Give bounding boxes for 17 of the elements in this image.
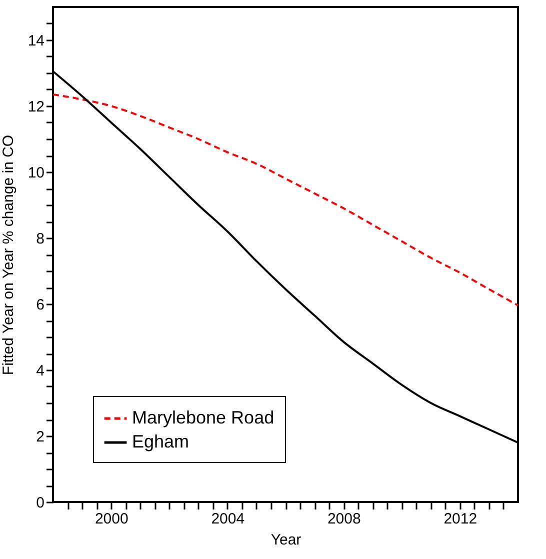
legend-label: Marylebone Road	[132, 408, 274, 428]
x-tick-label: 2008	[327, 510, 361, 528]
x-tick-label: 2000	[94, 510, 128, 528]
y-tick-label: 12	[28, 98, 44, 116]
y-tick-label: 10	[28, 164, 44, 182]
x-tick-label: 2004	[211, 510, 245, 528]
legend-label: Egham	[132, 432, 190, 452]
y-tick-label: 0	[36, 494, 44, 512]
y-tick-label: 4	[36, 362, 44, 380]
line-series	[53, 93, 518, 306]
y-tick-label: 8	[36, 230, 44, 248]
x-axis-title: Year	[270, 532, 302, 548]
y-tick-label: 14	[28, 32, 44, 50]
y-tick-label: 6	[36, 296, 44, 314]
y-tick-label: 2	[36, 428, 44, 446]
x-tick-label: 2012	[444, 510, 478, 528]
y-axis-title: Fitted Year on Year % change in CO	[0, 134, 17, 376]
